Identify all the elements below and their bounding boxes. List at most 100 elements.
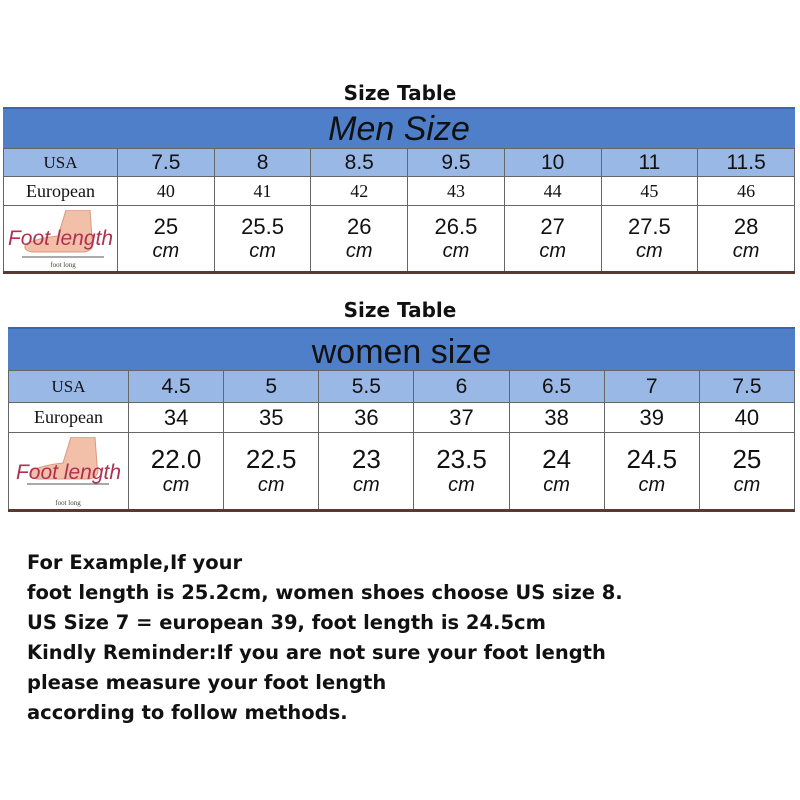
foot-length-value: 23 xyxy=(351,443,381,474)
foot-length-value: 28 xyxy=(733,214,759,240)
foot-length-cell: 22.5 cm xyxy=(223,432,320,511)
foot-length-cell: 25 cm xyxy=(117,205,215,273)
usa-size-cell: 9.5 xyxy=(407,148,505,177)
usa-size-cell: 5.5 xyxy=(318,370,415,403)
unit-label: cm xyxy=(353,474,380,497)
foot-length-cell: 24.5 cm xyxy=(603,432,700,511)
women-table-title: Size Table xyxy=(343,298,457,322)
usa-size-cell: 7 xyxy=(603,370,700,403)
european-row: European 40 41 42 43 44 45 46 xyxy=(3,176,795,206)
european-size-cell: 42 xyxy=(310,176,409,206)
usa-size-cell: 4.5 xyxy=(127,370,225,403)
foot-illustration-icon xyxy=(27,437,109,485)
european-size-cell: 39 xyxy=(603,402,700,433)
foot-length-label: Foot length xyxy=(15,461,122,485)
foot-image-caption: foot long xyxy=(50,261,76,269)
size-note: For Example,If your foot length is 25.2c… xyxy=(27,548,623,728)
european-size-cell: 36 xyxy=(318,402,415,433)
women-size-header: women size xyxy=(8,327,795,373)
women-size-table: USA 4.5 5 5.5 6 6.5 7 7.5 European 34 35 36 37 38 39 40… xyxy=(8,370,796,512)
foot-length-cell: 25.5 cm xyxy=(213,205,312,273)
usa-size-cell: 11.5 xyxy=(697,148,795,177)
foot-length-cell: 26.5 cm xyxy=(407,205,505,273)
unit-label: cm xyxy=(345,239,373,262)
european-size-cell: 40 xyxy=(698,402,796,433)
foot-length-cell: 23.5 cm xyxy=(413,432,510,511)
note-line: foot length is 25.2cm, women shoes choos… xyxy=(27,581,623,604)
unit-label: cm xyxy=(162,474,190,497)
european-size-cell: 45 xyxy=(600,176,699,206)
unit-label: cm xyxy=(257,474,285,497)
european-row: European 34 35 36 37 38 39 40 xyxy=(8,402,796,433)
usa-size-cell: 7.5 xyxy=(698,370,796,403)
usa-row: USA 7.5 8 8.5 9.5 10 11 11.5 xyxy=(3,148,795,177)
foot-length-cell: 24 cm xyxy=(508,432,605,511)
men-size-header: Men Size xyxy=(3,107,795,151)
foot-length-cell: 22.0 cm xyxy=(127,432,225,511)
foot-length-cell: 27 cm xyxy=(503,205,602,273)
european-size-cell: 41 xyxy=(213,176,312,206)
men-table-title: Size Table xyxy=(343,81,457,105)
foot-length-row: foot long Foot length 25 cm 25.5 cm 26 cm 26.5 cm… xyxy=(3,205,795,273)
unit-label: cm xyxy=(442,239,470,262)
european-label: European xyxy=(8,402,129,433)
foot-length-cell: 27.5 cm xyxy=(600,205,699,273)
european-size-cell: 40 xyxy=(117,176,215,206)
foot-length-cell: 26 cm xyxy=(310,205,409,273)
european-size-cell: 44 xyxy=(503,176,602,206)
usa-label: USA xyxy=(8,370,129,403)
unit-label: cm xyxy=(638,474,666,497)
foot-length-label-cell: foot long Foot length xyxy=(3,205,118,273)
note-line: please measure your foot length xyxy=(27,671,387,694)
foot-length-value: 24 xyxy=(542,443,572,474)
foot-length-value: 25 xyxy=(732,443,762,474)
usa-size-cell: 5 xyxy=(223,370,320,403)
foot-length-value: 26 xyxy=(347,214,372,240)
usa-size-cell: 6 xyxy=(413,370,510,403)
foot-illustration-icon xyxy=(22,210,104,258)
foot-length-value: 27 xyxy=(540,214,565,240)
unit-label: cm xyxy=(152,239,180,262)
usa-size-cell: 6.5 xyxy=(508,370,605,403)
note-line: For Example,If your xyxy=(27,551,243,574)
foot-length-value: 23.5 xyxy=(436,443,487,474)
foot-length-row: foot long Foot length 22.0 cm 22.5 cm 23 cm 23.5… xyxy=(8,432,796,511)
european-size-cell: 35 xyxy=(223,402,320,433)
foot-length-value: 24.5 xyxy=(626,443,678,474)
unit-label: cm xyxy=(539,239,566,262)
foot-length-value: 25 xyxy=(153,214,179,240)
note-line: US Size 7 = european 39, foot length is … xyxy=(27,611,546,634)
european-size-cell: 37 xyxy=(413,402,510,433)
european-size-cell: 46 xyxy=(697,176,795,206)
usa-size-cell: 8 xyxy=(213,148,312,177)
european-size-cell: 43 xyxy=(407,176,505,206)
foot-length-cell: 23 cm xyxy=(318,432,415,511)
unit-label: cm xyxy=(732,239,760,262)
unit-label: cm xyxy=(448,474,475,497)
foot-length-label: Foot length xyxy=(7,227,114,251)
unit-label: cm xyxy=(249,239,276,262)
usa-size-cell: 10 xyxy=(503,148,602,177)
european-size-cell: 38 xyxy=(508,402,605,433)
note-line: according to follow methods. xyxy=(27,701,348,724)
usa-size-cell: 8.5 xyxy=(310,148,409,177)
foot-length-label-cell: foot long Foot length xyxy=(8,432,129,511)
usa-size-cell: 11 xyxy=(600,148,699,177)
foot-length-value: 22.0 xyxy=(150,443,202,474)
note-line: Kindly Reminder:If you are not sure your… xyxy=(27,641,606,664)
unit-label: cm xyxy=(636,239,663,262)
european-label: European xyxy=(3,176,118,206)
european-size-cell: 34 xyxy=(127,402,225,433)
foot-length-value: 25.5 xyxy=(241,214,284,240)
unit-label: cm xyxy=(543,474,570,497)
unit-label: cm xyxy=(733,474,761,497)
foot-length-cell: 25 cm xyxy=(698,432,796,511)
foot-length-cell: 28 cm xyxy=(697,205,795,273)
foot-image-caption: foot long xyxy=(55,499,81,507)
foot-length-value: 26.5 xyxy=(434,214,478,240)
usa-row: USA 4.5 5 5.5 6 6.5 7 7.5 xyxy=(8,370,796,403)
usa-size-cell: 7.5 xyxy=(117,148,215,177)
foot-length-value: 27.5 xyxy=(627,214,671,240)
men-size-table: USA 7.5 8 8.5 9.5 10 11 11.5 European 40 41 42 43 44 4… xyxy=(3,148,795,274)
usa-label: USA xyxy=(3,148,118,177)
